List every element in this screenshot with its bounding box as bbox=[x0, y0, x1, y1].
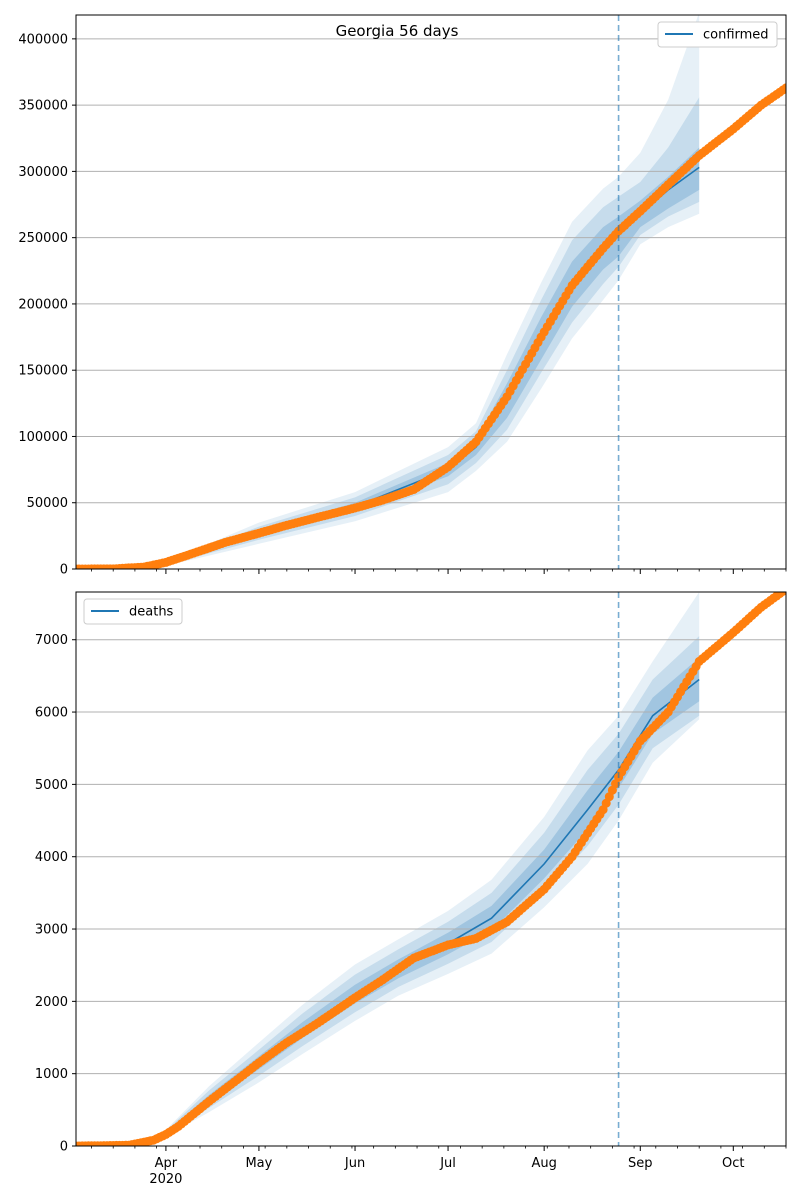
deaths-y-tick-label-2: 2000 bbox=[35, 995, 68, 1010]
chart-confirmed: 0 50000 100000 150000 200000 250000 300000 3500… bbox=[18, 14, 787, 578]
deaths-x-tick-label-4: Aug bbox=[531, 1156, 556, 1171]
confirmed-observed-point bbox=[781, 83, 786, 93]
deaths-y-ticks: 0 1000 2000 3000 4000 5000 6000 7000 bbox=[35, 633, 76, 1155]
deaths-axes-frame bbox=[75, 591, 787, 1147]
deaths-y-tick-label-3: 3000 bbox=[35, 923, 68, 938]
confirmed-band-2 bbox=[165, 97, 700, 565]
deaths-observed-points bbox=[76, 592, 786, 1146]
chart-title: Georgia 56 days bbox=[336, 22, 459, 40]
confirmed-y-tick-label-6: 300000 bbox=[18, 165, 68, 180]
deaths-band-3 bbox=[165, 592, 700, 1137]
deaths-x-tick-label-5: Sep bbox=[628, 1156, 653, 1171]
deaths-band-2 bbox=[165, 636, 700, 1136]
confirmed-y-tick-label-2: 100000 bbox=[18, 430, 68, 445]
confirmed-y-tick-label-3: 150000 bbox=[18, 364, 68, 379]
confirmed-y-tick-label-1: 50000 bbox=[27, 496, 68, 511]
deaths-x-tick-label-2: Jun bbox=[344, 1156, 365, 1171]
deaths-x-tick-label-3: Jul bbox=[439, 1156, 456, 1171]
deaths-x-tick-label-6: Oct bbox=[722, 1156, 744, 1171]
confirmed-y-ticks: 0 50000 100000 150000 200000 250000 300000 3500… bbox=[18, 32, 76, 578]
deaths-x-tick-label-0-year: 2020 bbox=[149, 1172, 182, 1187]
deaths-confidence-bands bbox=[165, 592, 700, 1137]
deaths-x-tick-label-1: May bbox=[245, 1156, 272, 1171]
confirmed-y-tick-label-8: 400000 bbox=[18, 32, 68, 47]
confirmed-band-3 bbox=[165, 15, 700, 566]
confirmed-legend: confirmed bbox=[657, 21, 778, 48]
confirmed-y-tick-label-7: 350000 bbox=[18, 99, 68, 114]
deaths-y-tick-label-6: 6000 bbox=[35, 706, 68, 721]
deaths-y-tick-label-1: 1000 bbox=[35, 1067, 68, 1082]
confirmed-y-tick-label-5: 250000 bbox=[18, 231, 68, 246]
confirmed-observed-points bbox=[76, 83, 786, 569]
deaths-legend: deaths bbox=[83, 598, 183, 625]
deaths-legend-label: deaths bbox=[129, 605, 174, 620]
confirmed-y-tick-label-0: 0 bbox=[60, 563, 68, 578]
deaths-y-tick-label-7: 7000 bbox=[35, 633, 68, 648]
confirmed-x-ticks bbox=[91, 569, 787, 574]
deaths-y-tick-label-4: 4000 bbox=[35, 850, 68, 865]
confirmed-legend-label: confirmed bbox=[703, 28, 769, 43]
deaths-x-tick-label-0: Apr bbox=[155, 1156, 178, 1171]
deaths-y-tick-label-5: 5000 bbox=[35, 778, 68, 793]
deaths-legend-box bbox=[83, 598, 183, 625]
confirmed-y-tick-label-4: 200000 bbox=[18, 297, 68, 312]
confirmed-axes-frame bbox=[75, 14, 787, 570]
confirmed-legend-box bbox=[657, 21, 778, 48]
deaths-y-tick-label-0: 0 bbox=[60, 1140, 68, 1155]
